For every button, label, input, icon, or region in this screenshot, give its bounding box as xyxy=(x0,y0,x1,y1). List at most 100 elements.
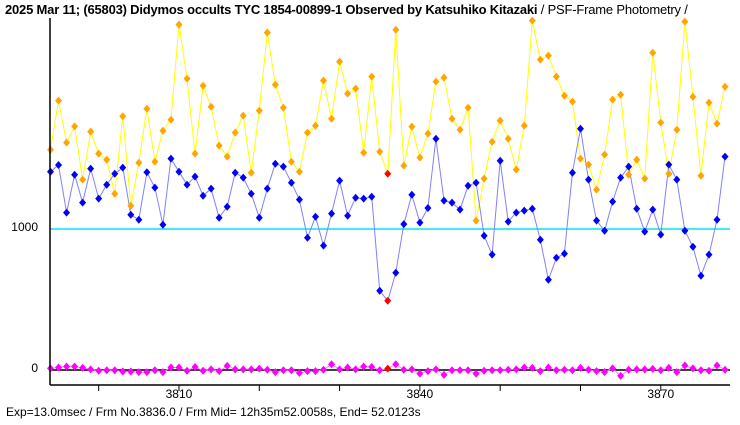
background-point xyxy=(568,366,576,375)
target-point xyxy=(183,180,191,189)
comparison-point xyxy=(79,175,87,184)
comparison-point xyxy=(528,16,536,25)
target-point xyxy=(199,191,207,200)
background-point xyxy=(207,365,215,374)
comparison-point xyxy=(247,168,255,177)
target-point xyxy=(625,162,633,171)
comparison-point xyxy=(263,28,271,37)
target-point xyxy=(560,249,568,258)
comparison-point xyxy=(328,114,336,123)
target-point xyxy=(609,197,617,206)
y-tick-label: 1000 xyxy=(11,220,38,234)
background-point xyxy=(247,365,255,374)
background-point xyxy=(215,367,223,376)
background-point xyxy=(609,364,617,373)
comparison-point xyxy=(705,98,713,107)
background-point xyxy=(536,367,544,376)
comparison-point xyxy=(681,17,689,26)
comparison-point xyxy=(392,25,400,34)
comparison-point xyxy=(504,134,512,143)
target-point xyxy=(520,206,528,215)
background-point xyxy=(71,362,79,371)
target-point xyxy=(352,193,360,202)
background-point xyxy=(697,366,705,375)
background-point xyxy=(681,361,689,370)
comparison-point xyxy=(400,161,408,170)
target-point xyxy=(544,275,552,284)
chart-title: 2025 Mar 11; (65803) Didymos occults TYC… xyxy=(5,2,688,17)
comparison-line xyxy=(50,20,726,221)
target-point xyxy=(665,160,673,169)
background-point xyxy=(488,366,496,375)
target-point xyxy=(328,209,336,218)
target-point xyxy=(617,173,625,182)
background-point xyxy=(255,364,263,373)
background-point xyxy=(55,363,63,372)
background-point xyxy=(504,365,512,374)
target-point xyxy=(71,170,79,179)
target-point xyxy=(336,176,344,185)
comparison-point xyxy=(287,157,295,166)
background-point xyxy=(183,366,191,375)
comparison-point xyxy=(568,97,576,106)
target-point xyxy=(344,211,352,220)
comparison-point xyxy=(215,141,223,150)
background-point xyxy=(231,365,239,374)
background-point xyxy=(95,366,103,375)
target-point xyxy=(279,162,287,171)
comparison-point xyxy=(456,125,464,134)
background-point xyxy=(464,366,472,375)
target-point xyxy=(593,216,601,225)
comparison-point xyxy=(416,153,424,162)
comparison-point xyxy=(544,51,552,60)
comparison-point xyxy=(609,95,617,104)
x-tick-label: 3870 xyxy=(647,387,674,401)
background-point xyxy=(456,366,464,375)
background-point xyxy=(633,365,641,374)
target-point xyxy=(87,164,95,173)
background-point-highlight xyxy=(384,364,392,373)
target-point xyxy=(456,205,464,214)
series-lines xyxy=(50,20,726,377)
target-point xyxy=(721,152,729,161)
target-point xyxy=(79,198,87,207)
background-point xyxy=(408,365,416,374)
background-point xyxy=(528,363,536,372)
target-point xyxy=(159,220,167,229)
target-point xyxy=(576,124,584,133)
comparison-point xyxy=(311,121,319,130)
comparison-point xyxy=(633,155,641,164)
comparison-point xyxy=(167,115,175,124)
target-point xyxy=(432,134,440,143)
background-point xyxy=(368,362,376,371)
comparison-point xyxy=(271,80,279,89)
background-point xyxy=(311,367,319,376)
comparison-point xyxy=(593,185,601,194)
target-point xyxy=(689,242,697,251)
background-point xyxy=(320,365,328,374)
comparison-point xyxy=(480,174,488,183)
comparison-point xyxy=(432,77,440,86)
comparison-point xyxy=(55,96,63,105)
comparison-point xyxy=(103,155,111,164)
target-point xyxy=(641,227,649,236)
chart-title-main: 2025 Mar 11; (65803) Didymos occults TYC… xyxy=(5,2,538,17)
background-point xyxy=(585,365,593,374)
comparison-point xyxy=(649,48,657,57)
y-tick-label: 0 xyxy=(31,361,38,375)
comparison-point xyxy=(223,152,231,161)
background-point xyxy=(721,365,729,374)
target-point xyxy=(528,204,536,213)
axes: 3810 3840 3870 1000 0 xyxy=(11,18,730,401)
comparison-point xyxy=(175,20,183,29)
target-point xyxy=(127,210,135,219)
background-point xyxy=(328,360,336,369)
background-point xyxy=(512,365,520,374)
comparison-point xyxy=(424,129,432,138)
target-point xyxy=(303,233,311,242)
comparison-point xyxy=(231,128,239,137)
background-point xyxy=(424,367,432,376)
comparison-point xyxy=(119,112,127,121)
target-point xyxy=(705,250,713,259)
